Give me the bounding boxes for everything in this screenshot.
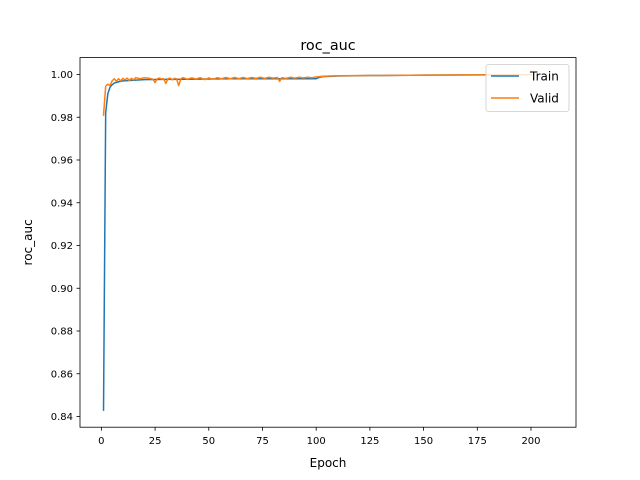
- y-tick-label: 0.90: [51, 284, 73, 295]
- y-tick-label: 1.00: [51, 70, 73, 81]
- x-axis: 0 25 50 75 100 125 150 175 200: [98, 427, 541, 447]
- y-tick-label: 0.94: [51, 198, 73, 209]
- x-tick-label: 200: [521, 436, 540, 447]
- axes-frame: [79, 57, 577, 428]
- x-tick-label: 150: [414, 436, 433, 447]
- x-tick-label: 100: [307, 436, 326, 447]
- y-tick-label: 0.88: [51, 327, 73, 338]
- y-tick-label: 0.86: [51, 369, 73, 380]
- legend-label-valid: Valid: [530, 92, 559, 106]
- x-tick-label: 0: [98, 436, 104, 447]
- x-tick-label: 50: [202, 436, 215, 447]
- series-layer: [102, 73, 532, 411]
- y-axis-label: roc_auc: [21, 219, 35, 265]
- y-tick-label: 0.92: [51, 241, 73, 252]
- x-tick-label: 125: [360, 436, 379, 447]
- x-tick-label: 25: [149, 436, 162, 447]
- plot-area: [79, 57, 577, 428]
- y-tick-label: 0.98: [51, 113, 73, 124]
- chart-title: roc_auc: [300, 38, 355, 54]
- legend: Train Valid: [485, 64, 570, 112]
- x-tick-label: 75: [256, 436, 269, 447]
- y-axis: 0.84 0.86 0.88 0.90 0.92 0.94 0.96 0.98 1.00: [51, 70, 80, 423]
- x-tick-label: 175: [468, 436, 487, 447]
- y-tick-label: 0.84: [51, 412, 73, 423]
- series-line-valid: [102, 73, 532, 116]
- legend-label-train: Train: [529, 70, 559, 84]
- axes-background: [80, 57, 576, 428]
- x-axis-label: Epoch: [310, 456, 347, 470]
- y-tick-label: 0.96: [51, 156, 73, 167]
